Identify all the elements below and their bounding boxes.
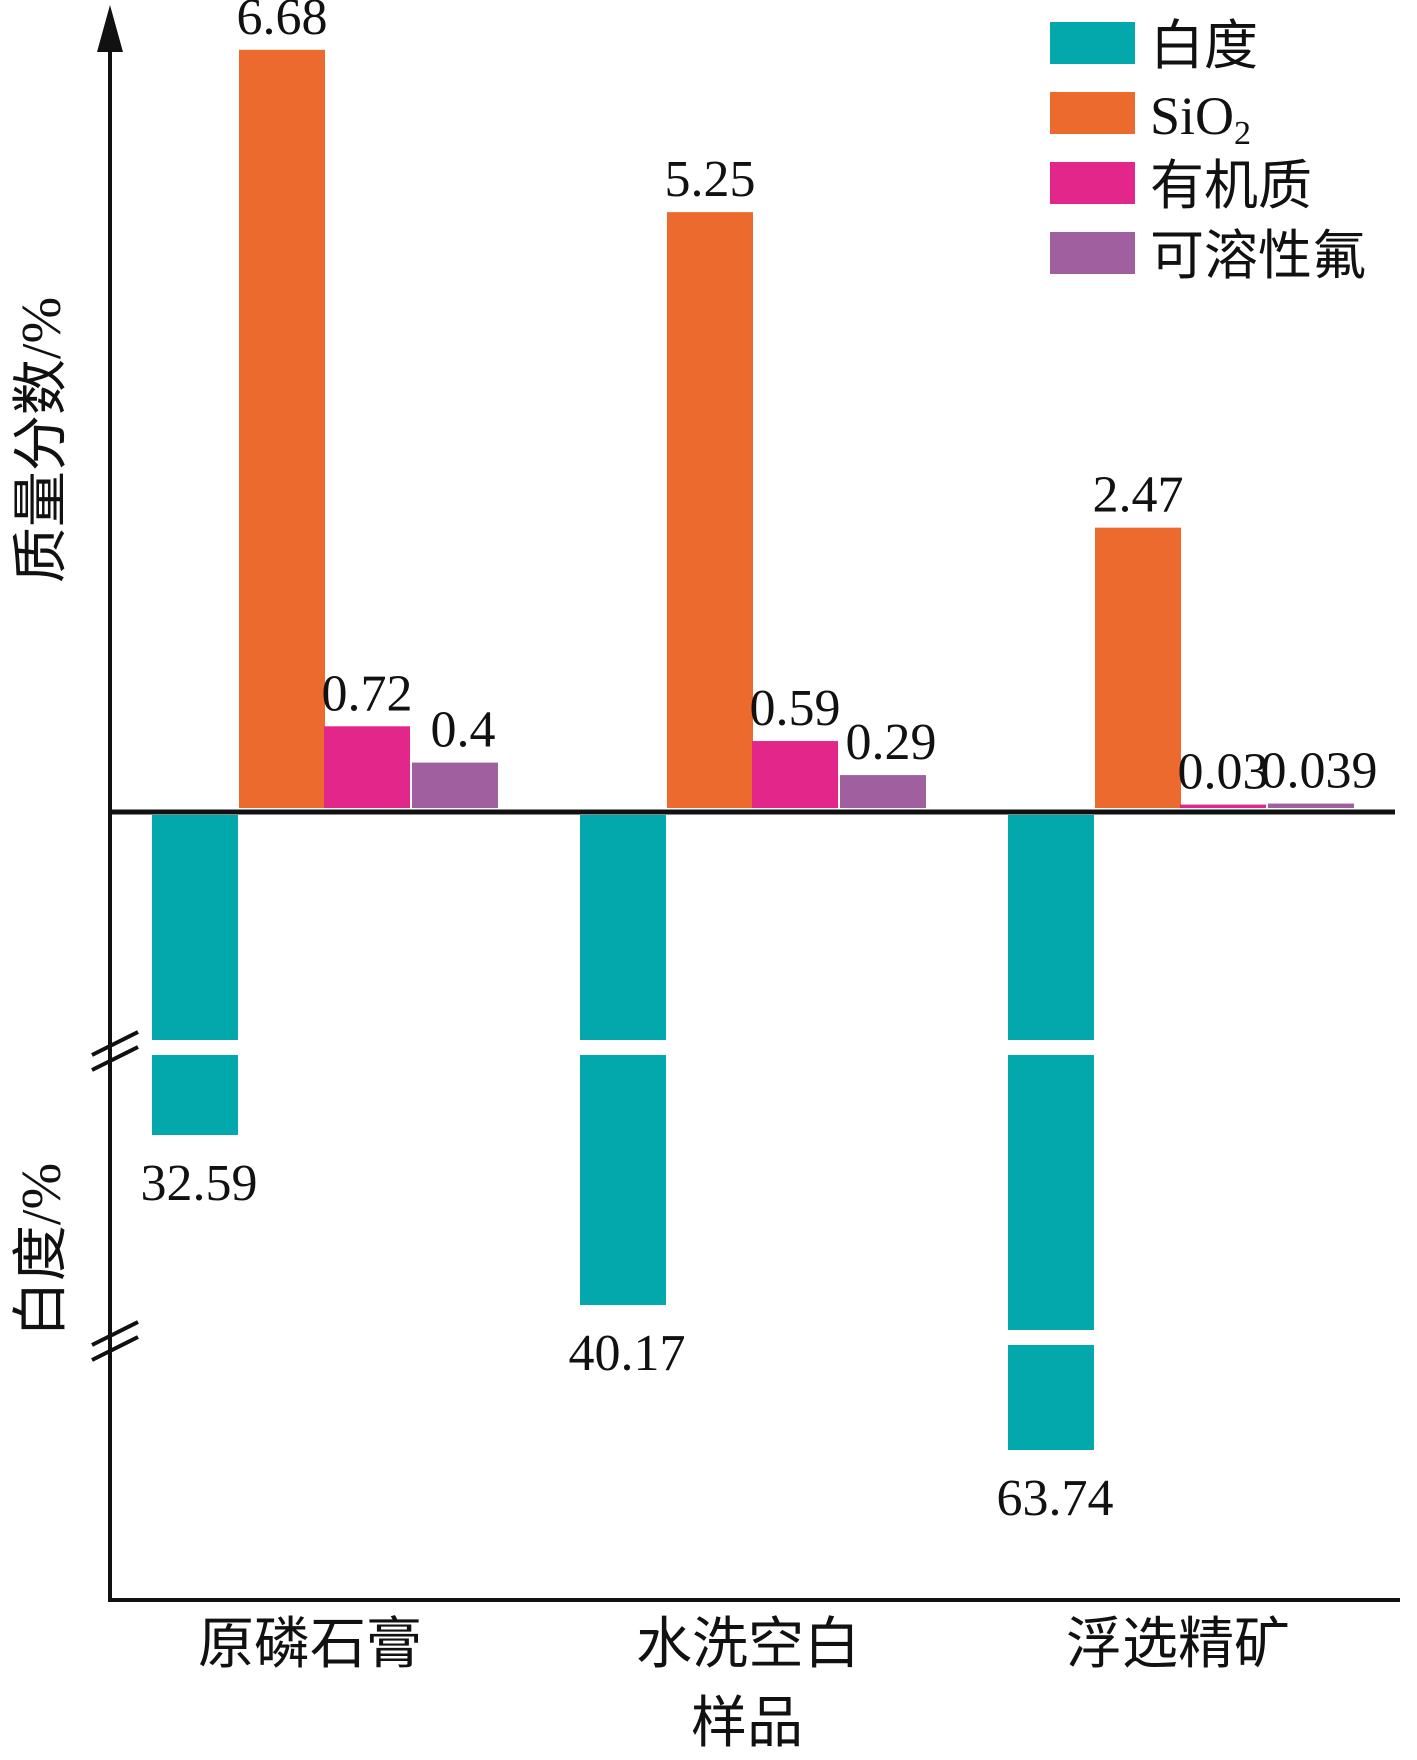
bar-3-2 [1268, 803, 1354, 808]
bar-0-2-segment-2 [1008, 1345, 1094, 1450]
value-label-3-2: 0.039 [1261, 743, 1378, 800]
bar-1-2 [1095, 527, 1181, 808]
category-label-1: 水洗空白 [636, 1614, 860, 1676]
legend-swatch-2 [1050, 162, 1135, 204]
bar-2-2 [1180, 804, 1266, 808]
legend-label-1: SiO2 [1150, 86, 1251, 152]
legend-swatch-0 [1050, 22, 1135, 64]
bar-0-2 [1008, 815, 1094, 1450]
category-label-2: 浮选精矿 [1066, 1614, 1290, 1676]
value-label-2-0: 0.72 [322, 665, 413, 722]
x-axis-title: 样品 [691, 1693, 803, 1755]
bar-0-1-segment-1 [580, 1055, 666, 1305]
bar-0-0-segment-1 [152, 1055, 238, 1135]
category-labels: 原磷石膏 水洗空白 浮选精矿 [198, 1614, 1290, 1676]
value-label-2-1: 0.59 [750, 680, 841, 737]
bar-2-0 [324, 726, 410, 808]
bar-0-1-segment-0 [580, 815, 666, 1040]
axis-break-upper [91, 1030, 139, 1072]
value-label-1-0: 6.68 [237, 0, 328, 46]
bar-1-1 [667, 212, 753, 808]
value-label-3-0: 0.4 [431, 702, 496, 759]
value-label-2-2: 0.03 [1178, 744, 1269, 801]
bar-3-0 [412, 762, 498, 808]
category-label-0: 原磷石膏 [198, 1614, 422, 1676]
value-label-1-1: 5.25 [665, 151, 756, 208]
bar-3-1 [840, 775, 926, 808]
value-label-0-2: 63.74 [997, 1470, 1114, 1527]
y-axis-title-bottom: 白度/% [11, 1163, 73, 1337]
bar-0-0-segment-0 [152, 815, 238, 1040]
value-label-3-1: 0.29 [846, 714, 937, 771]
y-axis-arrow [97, 5, 123, 52]
bar-0-1 [580, 815, 666, 1305]
legend-label-2: 有机质 [1150, 156, 1312, 216]
bar-0-2-segment-1 [1008, 1055, 1094, 1330]
bar-2-1 [752, 741, 838, 808]
legend-label-0: 白度 [1150, 16, 1258, 76]
value-label-0-0: 32.59 [141, 1155, 258, 1212]
legend-label-subscript: 2 [1234, 115, 1251, 152]
legend-swatch-3 [1050, 232, 1135, 274]
bar-0-2-segment-0 [1008, 815, 1094, 1040]
legend-swatch-1 [1050, 92, 1135, 134]
y-axis-title-top: 质量分数/% [11, 297, 73, 583]
axis-break-lower [91, 1320, 139, 1362]
legend-label-3: 可溶性氟 [1150, 226, 1366, 286]
value-label-0-1: 40.17 [569, 1325, 686, 1382]
bar-1-0 [239, 49, 325, 808]
bar-0-0 [152, 815, 238, 1135]
value-label-1-2: 2.47 [1093, 467, 1184, 524]
